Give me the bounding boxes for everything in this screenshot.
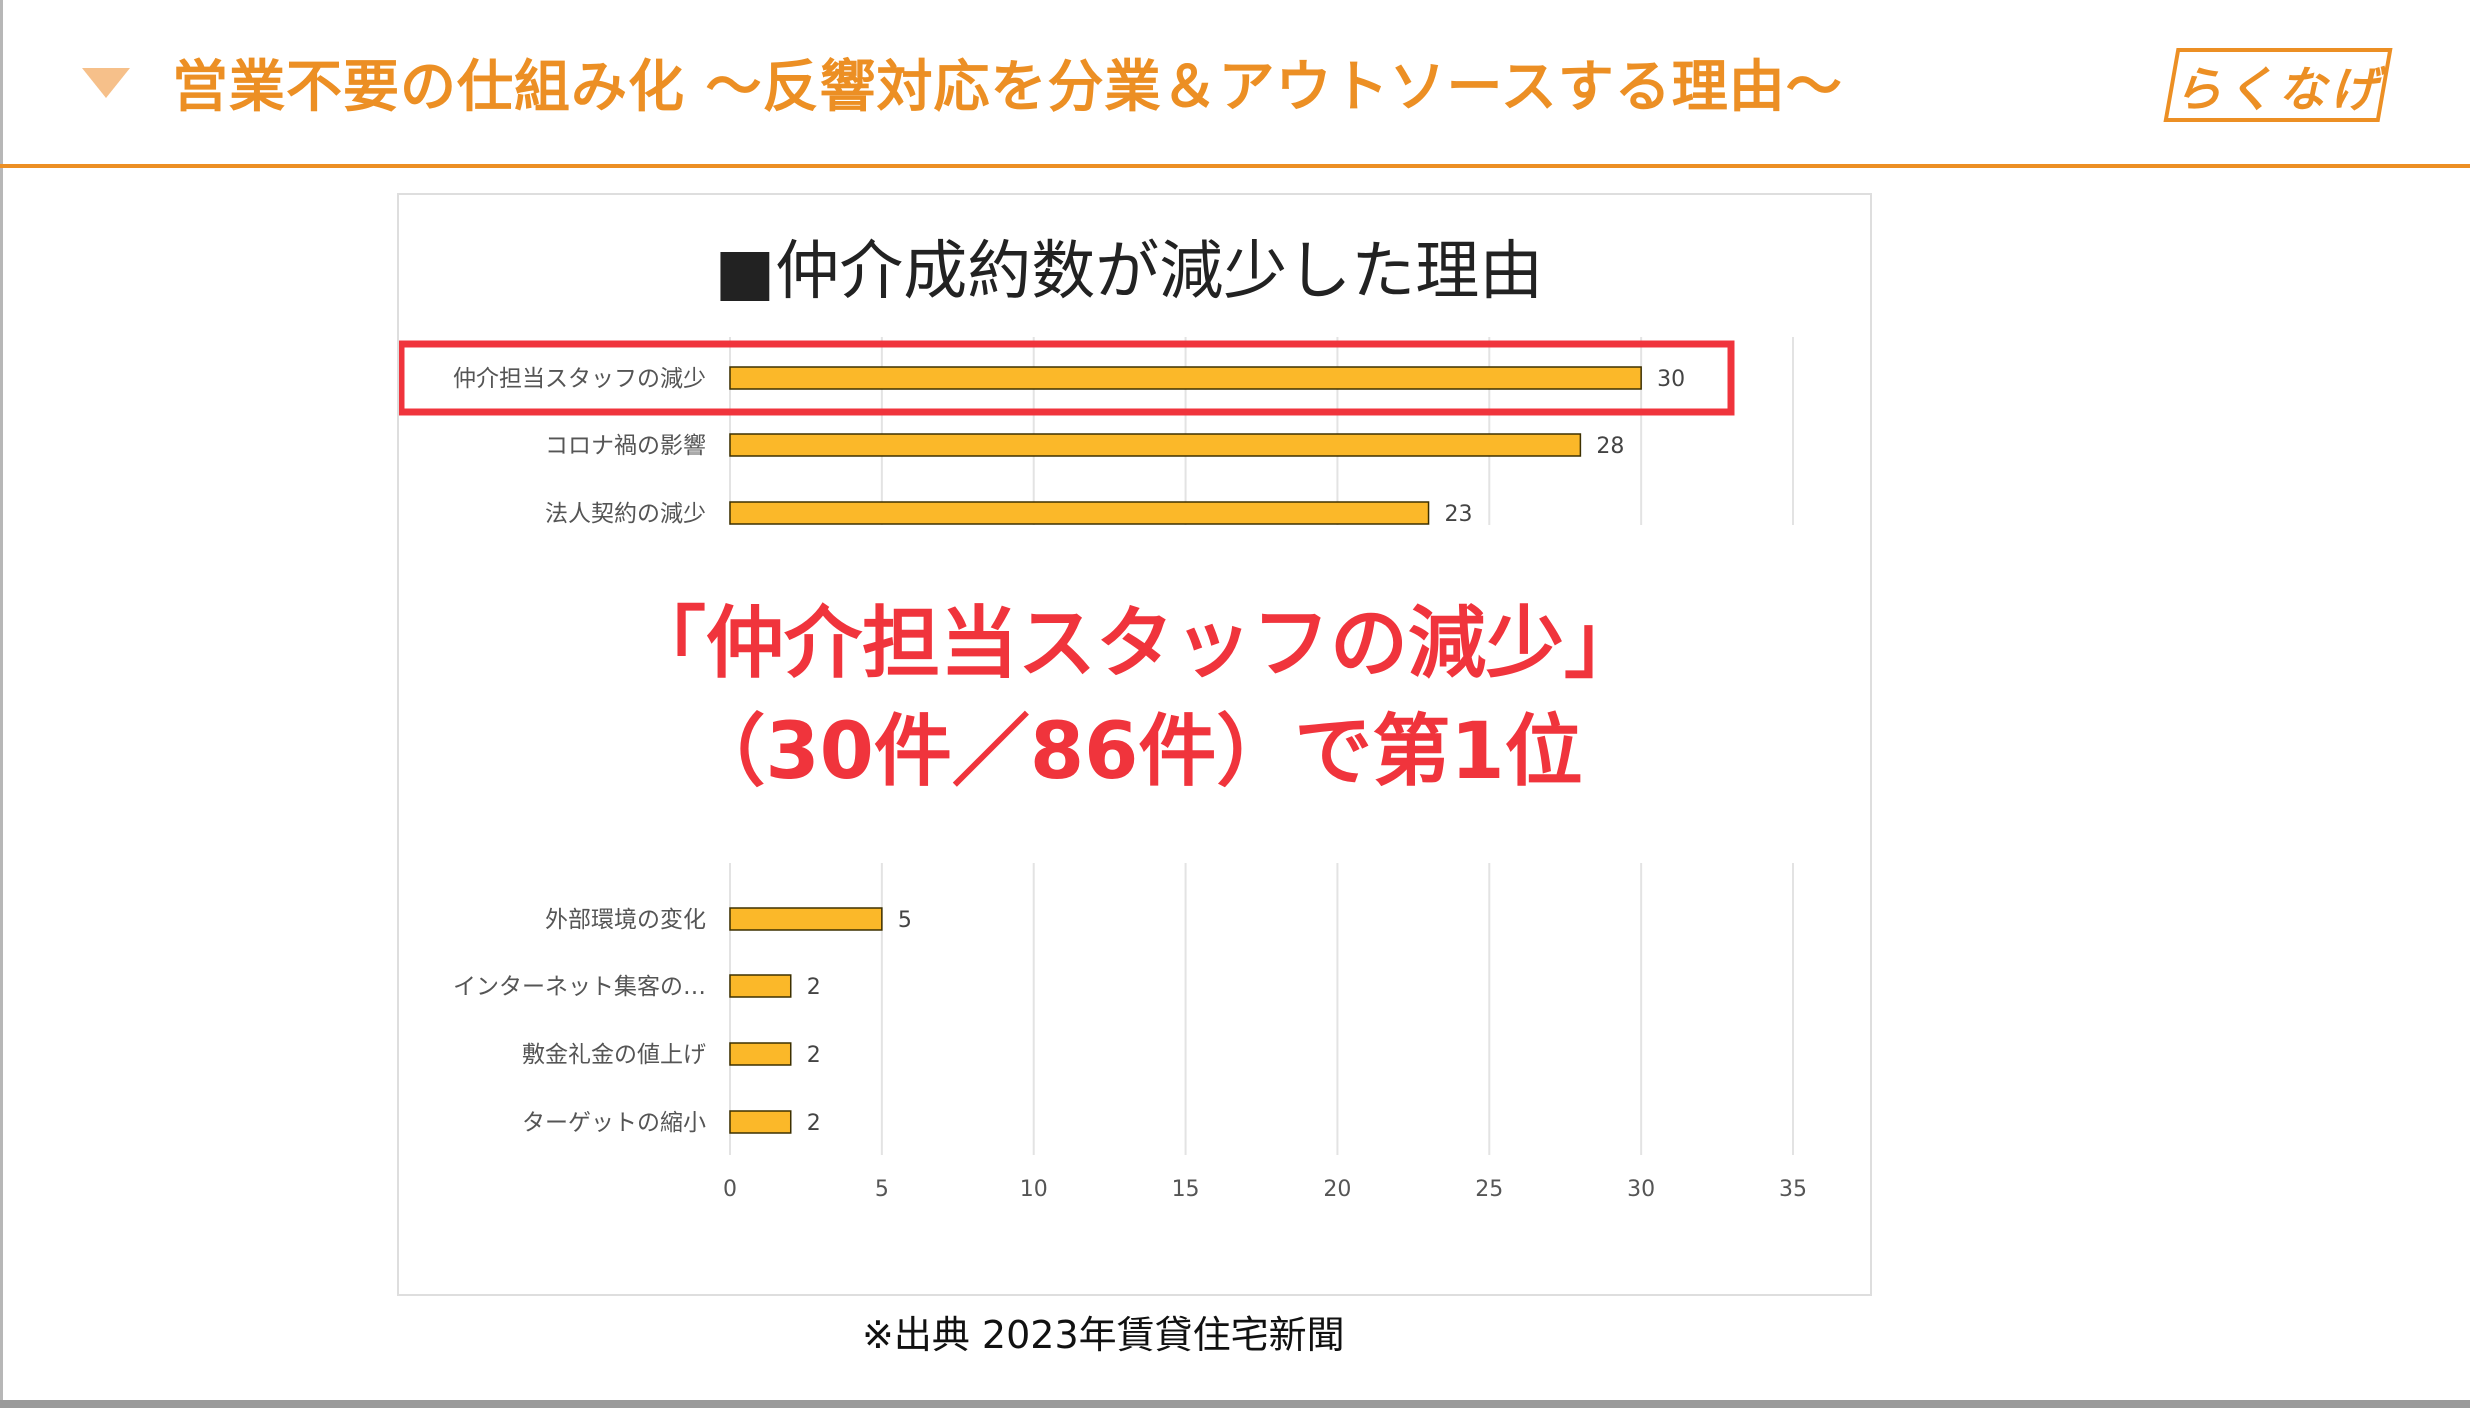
callout-line-1: 「仲介担当スタッフの減少」 (627, 599, 1642, 689)
x-tick-label: 35 (1779, 1177, 1807, 1202)
chart-title: ■仲介成約数が減少した理由 (715, 235, 1543, 309)
x-tick-label: 10 (1020, 1177, 1048, 1202)
category-label: コロナ禍の影響 (545, 433, 706, 459)
slide-title: 営業不要の仕組み化 〜反響対応を分業＆アウトソースする理由〜 (172, 55, 1843, 120)
data-label: 2 (807, 1043, 821, 1068)
chart-panel: ■仲介成約数が減少した理由 0 5 10 15 20 25 30 35 仲介担当スタッフの減少 30… (397, 193, 1872, 1296)
bar-7 (729, 1110, 792, 1134)
bar-3 (729, 501, 1430, 525)
brand-logo-text: らくなげ (2174, 62, 2383, 118)
data-label: 2 (807, 1111, 821, 1136)
data-label: 2 (807, 975, 821, 1000)
x-tick-label: 20 (1323, 1177, 1351, 1202)
bar-5 (729, 974, 792, 998)
slide-left-border (0, 0, 3, 1408)
brand-logo: らくなげ (2163, 48, 2393, 122)
highlight-box (399, 340, 1735, 416)
category-label: 法人契約の減少 (545, 501, 706, 527)
triangle-down-icon (82, 68, 130, 98)
highlight-callout: 「仲介担当スタッフの減少」 （30件／86件）で第1位 (0, 590, 2270, 806)
slide-header: 営業不要の仕組み化 〜反響対応を分業＆アウトソースする理由〜 らくなげ (0, 0, 2470, 168)
category-label: 敷金礼金の値上げ (522, 1042, 706, 1068)
category-label: ターゲットの縮小 (522, 1110, 706, 1136)
bar-4 (729, 907, 883, 931)
data-label: 5 (898, 908, 912, 933)
x-tick-label: 15 (1172, 1177, 1200, 1202)
x-tick-label: 30 (1627, 1177, 1655, 1202)
header-divider (0, 164, 2470, 168)
bar-1 (729, 366, 1642, 390)
slide-bottom-border (0, 1400, 2470, 1408)
data-label: 28 (1596, 434, 1624, 459)
x-tick-label: 25 (1475, 1177, 1503, 1202)
category-label: 外部環境の変化 (545, 907, 706, 933)
category-label: インターネット集客の… (453, 974, 706, 1000)
category-label: 仲介担当スタッフの減少 (453, 366, 706, 392)
callout-line-2: （30件／86件）で第1位 (687, 707, 1583, 797)
data-label: 23 (1445, 502, 1473, 527)
source-note: ※出典 2023年賃貸住宅新聞 (862, 1313, 1345, 1357)
bar-6 (729, 1042, 792, 1066)
x-tick-label: 0 (723, 1177, 737, 1202)
data-label: 30 (1657, 367, 1685, 392)
bar-2 (729, 433, 1582, 457)
x-tick-label: 5 (875, 1177, 889, 1202)
